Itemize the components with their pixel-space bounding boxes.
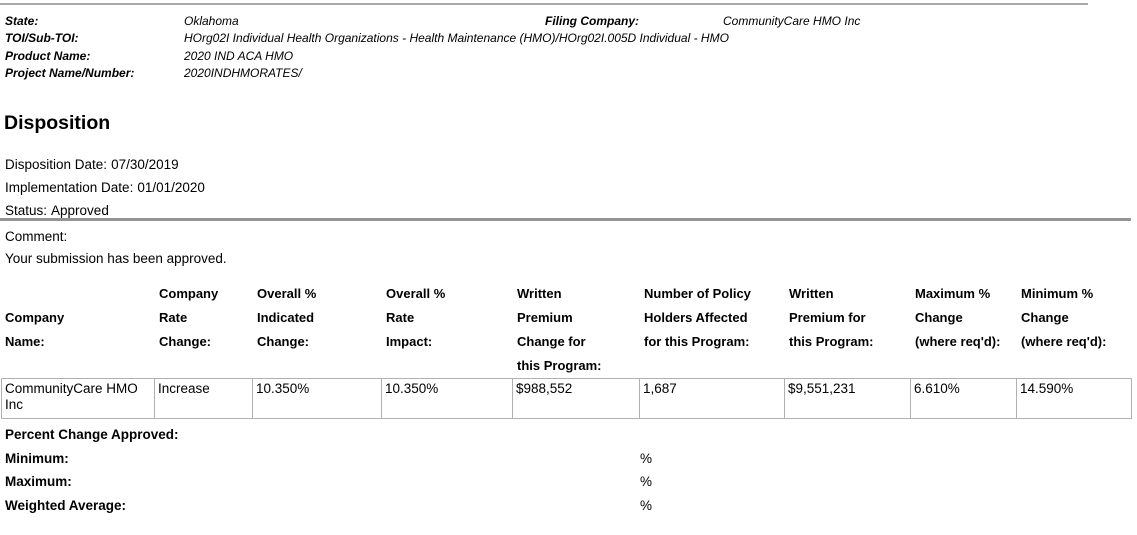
cell-policy-holders-affected: 1,687 (640, 378, 785, 419)
minimum-row: Minimum: % (5, 447, 652, 471)
cell-company-name: CommunityCare HMO Inc (1, 378, 155, 419)
cell-overall-indicated-change: 10.350% (253, 378, 382, 419)
toi-label: TOI/Sub-TOI: (5, 31, 79, 46)
section-divider (0, 218, 1131, 221)
column-header-company-name: Company Name: (5, 310, 65, 349)
implementation-date-label: Implementation Date: (5, 180, 134, 195)
filing-company-value: CommunityCare HMO Inc (723, 14, 861, 28)
product-name-label: Product Name: (5, 48, 91, 63)
project-value: 2020INDHMORATES/ (184, 66, 302, 81)
weighted-average-value: % (640, 497, 653, 513)
implementation-date-value: 01/01/2020 (137, 180, 205, 195)
column-header-minimum-change: Minimum % Change (where req'd): (1021, 286, 1107, 349)
table-row: CommunityCare HMO Inc Increase 10.350% 1… (1, 378, 1132, 419)
disposition-date-value: 07/30/2019 (111, 157, 179, 172)
minimum-value: % (640, 450, 653, 466)
column-header-overall-indicated-change: Overall % Indicated Change: (257, 286, 317, 349)
implementation-date-row: Implementation Date: 01/01/2020 (5, 176, 205, 199)
column-header-written-premium: Written Premium for this Program: (789, 286, 874, 349)
status-value: Approved (51, 203, 109, 218)
state-value: Oklahoma (184, 14, 239, 28)
disposition-info: Disposition Date: 07/30/2019 Implementati… (5, 153, 205, 222)
state-label: State: (5, 14, 39, 28)
maximum-value: % (640, 474, 653, 489)
minimum-label: Minimum: (5, 450, 69, 466)
weighted-average-row: Weighted Average: % (5, 494, 652, 518)
product-name-value: 2020 IND ACA HMO (184, 48, 294, 63)
filing-meta: State: Oklahoma Filing Company: Communit… (5, 13, 1133, 83)
rate-change-table: Company Name: Company Rate Change: Overa… (1, 286, 1132, 419)
disposition-date-label: Disposition Date: (5, 157, 108, 172)
percent-change-approved-section: Percent Change Approved: Minimum: % Maxi… (5, 423, 652, 517)
status-row: Status: Approved (5, 199, 205, 222)
meta-row-state-filing-company: State: Oklahoma Filing Company: Communit… (5, 13, 1133, 30)
maximum-label: Maximum: (5, 474, 72, 489)
meta-row-toi: TOI/Sub-TOI: HOrg02I Individual Health O… (5, 30, 1133, 47)
status-label: Status: (5, 203, 48, 218)
project-label: Project Name/Number: (5, 66, 135, 81)
maximum-row: Maximum: % (5, 470, 652, 494)
cell-minimum-change: 14.590% (1017, 378, 1132, 419)
column-header-written-premium-change: Written Premium Change for this Program: (517, 286, 602, 373)
percent-change-approved-label: Percent Change Approved: (5, 427, 179, 442)
cell-written-premium-change: $988,552 (513, 378, 640, 419)
table-header-row: Company Name: Company Rate Change: Overa… (1, 286, 1132, 378)
filing-company-label: Filing Company: (545, 14, 639, 28)
column-header-company-rate-change: Company Rate Change: (159, 286, 219, 349)
comment-label: Comment: (5, 229, 68, 244)
comment-section: Comment: Your submission has been approv… (5, 226, 227, 269)
cell-overall-rate-impact: 10.350% (382, 378, 513, 419)
cell-company-rate-change: Increase (155, 378, 253, 419)
column-header-policy-holders-affected: Number of Policy Holders Affected for th… (644, 286, 751, 349)
column-header-maximum-change: Maximum % Change (where req'd): (915, 286, 1001, 349)
page-title: Disposition (4, 112, 111, 134)
meta-row-product-name: Product Name: 2020 IND ACA HMO (5, 48, 1133, 65)
cell-written-premium: $9,551,231 (785, 378, 911, 419)
percent-change-approved-title-row: Percent Change Approved: (5, 423, 652, 447)
comment-text: Your submission has been approved. (5, 250, 227, 266)
top-divider (0, 3, 1088, 5)
meta-row-project: Project Name/Number: 2020INDHMORATES/ (5, 65, 1133, 82)
weighted-average-label: Weighted Average: (5, 497, 127, 513)
column-header-overall-rate-impact: Overall % Rate Impact: (386, 286, 446, 349)
toi-value: HOrg02I Individual Health Organizations … (184, 31, 729, 46)
cell-maximum-change: 6.610% (911, 378, 1017, 419)
disposition-date-row: Disposition Date: 07/30/2019 (5, 153, 205, 176)
